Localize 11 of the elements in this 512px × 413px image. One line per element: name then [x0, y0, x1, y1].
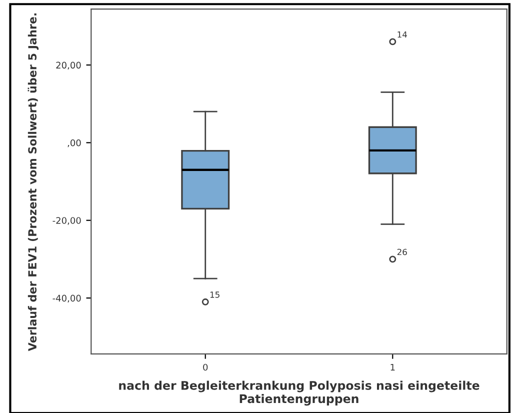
x-tick-label: 1: [390, 364, 395, 371]
x-tick-label: 0: [203, 364, 208, 371]
y-tick-label: ,00: [68, 139, 81, 148]
y-tick-label: 20,00: [56, 62, 81, 70]
annotation: 15: [210, 292, 220, 298]
y-tick-label: -20,00: [52, 217, 81, 225]
x-axis-title: nach der Begleiterkrankung Polyposis nasi eingeteilte Patientengruppen: [119, 380, 480, 406]
y-axis-title: Verlauf der FEV1 (Prozent vom Sollwert) über 5 Jahre.: [28, 13, 39, 352]
y-tick-label: -40,00: [52, 294, 81, 302]
annotation: 26: [397, 248, 407, 256]
annotation: 14: [398, 31, 407, 38]
